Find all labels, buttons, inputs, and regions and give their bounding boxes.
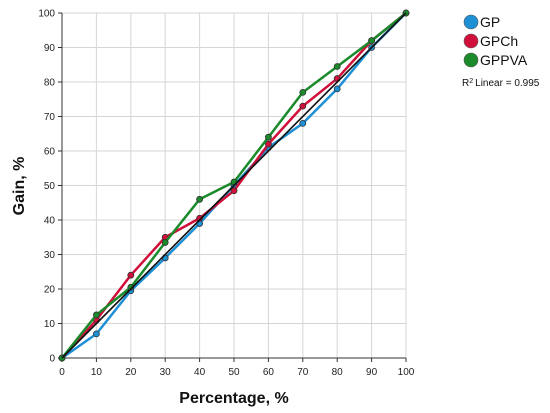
- data-point-gpch-2: [127, 271, 135, 279]
- y-tick-label-1: 10: [44, 319, 56, 330]
- legend-swatch-gppva: [463, 52, 479, 68]
- r-squared-superscript: 2: [469, 78, 473, 85]
- data-point-gppva-7: [299, 88, 307, 96]
- y-tick-label-3: 30: [44, 250, 56, 261]
- x-tick-label-0: 0: [59, 367, 65, 378]
- data-point-gppva-3: [161, 239, 169, 246]
- r-squared-value: Linear = 0.995: [475, 78, 540, 89]
- grid: [61, 12, 407, 359]
- y-tick-label-2: 20: [44, 285, 56, 296]
- y-tick-label-7: 70: [44, 112, 56, 123]
- data-point-gppva-4: [196, 195, 204, 203]
- data-point-gp-1: [93, 330, 100, 338]
- y-tick-label-8: 80: [44, 78, 56, 89]
- data-point-gppva-8: [333, 63, 341, 70]
- x-tick-label-3: 30: [160, 367, 172, 378]
- x-tick-labels: 0 10 20 30 40 50 60 70 80 90 100: [59, 367, 415, 378]
- y-tick-label-9: 90: [44, 43, 56, 54]
- reference-line: [61, 12, 407, 359]
- data-point-gpch-7: [299, 102, 307, 110]
- data-point-gpch-6: [264, 140, 272, 148]
- data-point-gppva-9: [368, 37, 376, 44]
- data-point-gppva-2: [127, 283, 135, 291]
- data-point-gpch-5: [230, 187, 238, 195]
- x-tick-label-4: 40: [194, 367, 206, 378]
- legend-swatch-gp: [463, 14, 479, 30]
- legend-swatch-gpch: [463, 33, 479, 49]
- data-point-gp-7: [299, 120, 307, 127]
- y-tick-label-6: 60: [44, 147, 56, 158]
- y-tick-label-10: 100: [38, 9, 55, 20]
- x-tick-label-8: 80: [332, 367, 344, 378]
- y-tick-labels: 0 10 20 30 40 50 60 70 80 90 100: [38, 9, 55, 365]
- y-axis-title: Gain, %: [11, 157, 28, 216]
- x-tick-label-10: 100: [398, 367, 415, 378]
- series-group: [58, 9, 410, 362]
- y-tick-label-0: 0: [49, 354, 55, 365]
- data-point-gppva-6: [264, 133, 272, 141]
- x-tick-label-1: 10: [91, 367, 103, 378]
- legend-label-gp: GP: [480, 14, 500, 30]
- legend: GP GPCh GPPVA R2 Linear = 0.995: [462, 14, 540, 89]
- data-point-gpch-4: [196, 214, 204, 222]
- data-point-gp-8: [333, 85, 341, 93]
- x-tick-label-2: 20: [125, 367, 137, 378]
- r-squared-prefix: R: [462, 78, 469, 89]
- y-tick-label-4: 40: [44, 216, 56, 227]
- data-point-gppva-1: [93, 311, 100, 319]
- legend-label-gppva: GPPVA: [480, 52, 528, 68]
- x-tick-label-7: 70: [297, 367, 309, 378]
- x-axis-title: Percentage, %: [179, 390, 288, 407]
- x-tick-label-5: 50: [228, 367, 240, 378]
- y-tick-label-5: 50: [44, 181, 56, 192]
- r-squared-label: R2 Linear = 0.995: [462, 78, 540, 90]
- legend-label-gpch: GPCh: [480, 33, 518, 49]
- x-tick-label-6: 60: [263, 367, 275, 378]
- x-tick-label-9: 90: [366, 367, 378, 378]
